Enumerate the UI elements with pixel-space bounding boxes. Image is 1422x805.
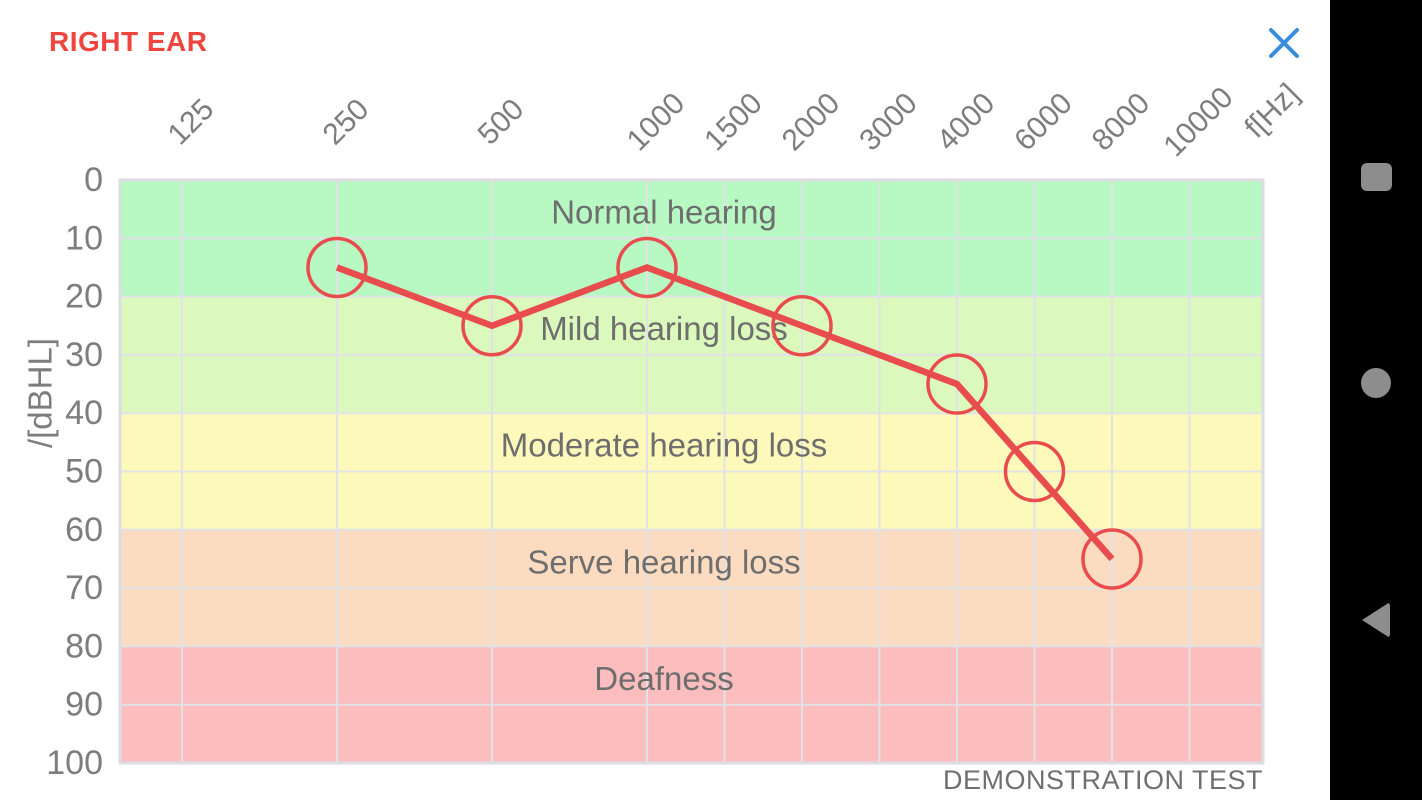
page-title: RIGHT EAR <box>49 26 208 57</box>
band-label: Mild hearing loss <box>540 310 788 347</box>
y-tick-label: 100 <box>46 744 103 782</box>
x-tick-label: 1500 <box>698 87 769 158</box>
y-tick-label: 30 <box>65 336 103 374</box>
home-button[interactable] <box>1330 353 1422 413</box>
x-axis-unit-label: f[Hz] <box>1239 78 1306 145</box>
x-tick-label: 8000 <box>1086 87 1157 158</box>
y-tick-label: 20 <box>65 278 103 316</box>
back-triangle-icon <box>1362 602 1390 638</box>
data-point-circle[interactable] <box>1003 440 1066 503</box>
x-tick-label: 250 <box>317 93 376 152</box>
x-tick-label: 2000 <box>776 87 847 158</box>
y-tick-label: 10 <box>65 219 103 257</box>
close-button[interactable] <box>1262 21 1306 65</box>
y-tick-label: 80 <box>65 627 103 665</box>
android-navigation-bar <box>1330 0 1422 800</box>
threshold-line <box>335 263 1115 562</box>
band-label: Normal hearing <box>551 194 777 231</box>
data-point-circle[interactable] <box>306 236 368 299</box>
x-tick-label: 10000 <box>1157 81 1239 163</box>
data-point-circle[interactable] <box>1081 528 1143 590</box>
band-label: Serve hearing loss <box>527 543 800 580</box>
recents-button[interactable] <box>1330 147 1422 207</box>
close-icon <box>1269 28 1299 58</box>
x-tick-label: 1000 <box>621 87 692 158</box>
home-circle-icon <box>1361 368 1391 398</box>
band-label: Moderate hearing loss <box>501 427 828 464</box>
y-axis-label: /[dBHL] <box>22 338 59 448</box>
y-tick-label: 60 <box>65 511 103 549</box>
y-tick-label: 70 <box>65 569 103 607</box>
band-label: Deafness <box>594 660 733 697</box>
data-point-circle[interactable] <box>771 295 833 357</box>
x-tick-label: 125 <box>162 93 221 152</box>
audiogram-svg: Normal hearing Mild hearing loss Moderate … <box>22 78 1306 782</box>
y-tick-label: 40 <box>65 394 103 432</box>
audiogram-screen: RIGHT EAR Normal hearing Mild hearing los… <box>0 0 1330 800</box>
recents-square-icon <box>1360 163 1392 191</box>
y-tick-label: 50 <box>65 453 103 491</box>
data-point-circle[interactable] <box>461 295 523 357</box>
x-tick-label: 6000 <box>1008 87 1079 158</box>
y-tick-label: 0 <box>84 161 103 199</box>
audiogram-chart[interactable]: Normal hearing Mild hearing loss Moderate … <box>0 0 1330 800</box>
plot-border <box>118 178 1265 765</box>
x-tick-label: 4000 <box>931 87 1002 158</box>
y-tick-label: 90 <box>65 686 103 724</box>
data-point-circle[interactable] <box>926 353 988 415</box>
x-tick-label: 500 <box>472 93 531 152</box>
demonstration-test-label: DEMONSTRATION TEST <box>942 765 1263 795</box>
data-point-circle[interactable] <box>616 236 678 299</box>
x-tick-label: 3000 <box>853 87 924 158</box>
back-button[interactable] <box>1330 590 1422 650</box>
